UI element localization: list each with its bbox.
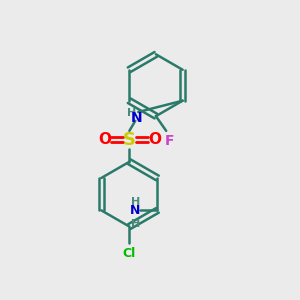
Text: F: F <box>164 134 174 148</box>
Text: H: H <box>131 197 140 207</box>
Text: H: H <box>127 108 136 118</box>
Text: S: S <box>123 131 136 149</box>
Text: Cl: Cl <box>123 247 136 260</box>
Text: N: N <box>131 111 142 125</box>
Text: H: H <box>131 219 140 229</box>
Text: O: O <box>98 132 111 147</box>
Text: N: N <box>130 204 140 217</box>
Text: O: O <box>148 132 161 147</box>
